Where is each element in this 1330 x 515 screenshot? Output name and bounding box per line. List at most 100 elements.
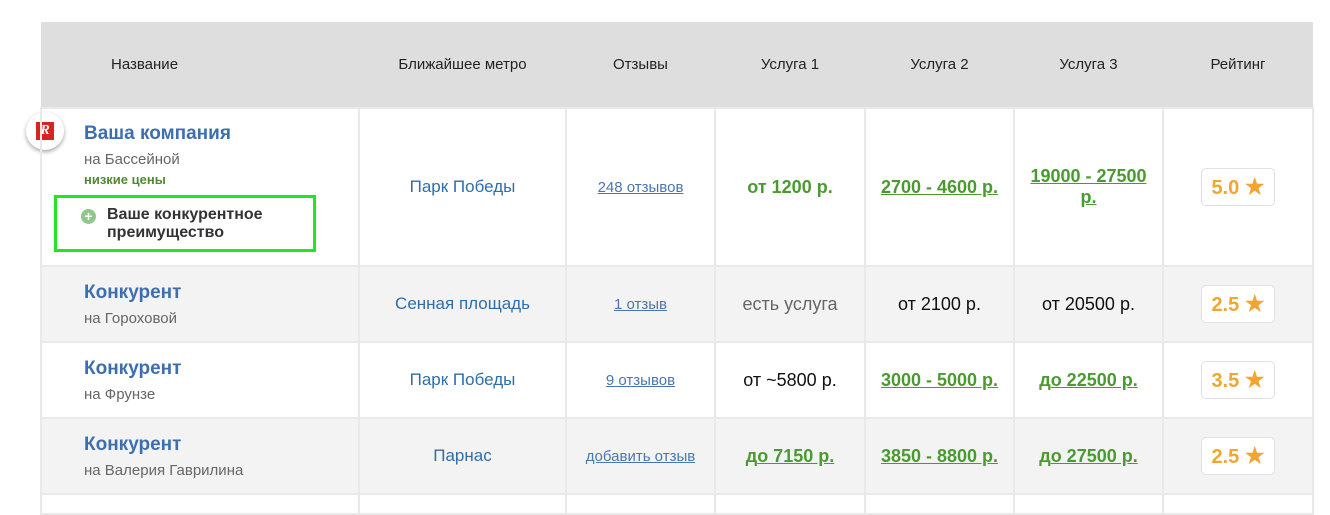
reviews-cell: добавить отзыв: [565, 417, 716, 495]
price-text: о 7150 р.: [757, 445, 835, 466]
table-row: Конкурент на Фрунзе Парк Победы 9 отзыво…: [40, 341, 1314, 419]
service-1-price[interactable]: до 7150 р.: [746, 446, 834, 466]
star-icon: ★: [1244, 174, 1265, 199]
rating-badge: 2.5 ★: [1201, 437, 1275, 475]
header-reviews: Отзывы: [566, 22, 715, 108]
service-2-cell: 3000 - 5000 р.: [864, 341, 1015, 419]
company-cell: Конкурент на Фрунзе: [40, 341, 360, 419]
reviews-link[interactable]: добавить отзыв: [585, 448, 696, 465]
service-2-price[interactable]: 3850 - 8800 р.: [881, 446, 998, 466]
reviews-cell: 248 отзывов: [565, 107, 716, 267]
header-name: Название: [41, 22, 359, 108]
price-text: 19000 - 27500 р.: [1030, 166, 1147, 207]
price-text: 3000 - 5000 р.: [880, 369, 999, 390]
service-1-cell: есть услуга: [714, 265, 866, 343]
service-3-cell: от 20500 р.: [1013, 265, 1164, 343]
plus-circle-icon: +: [81, 208, 96, 224]
header-service-3: Услуга 3: [1014, 22, 1163, 108]
service-1-cell: от ~5800 р.: [714, 341, 866, 419]
rating-value: 5.0: [1211, 177, 1240, 199]
star-icon: ★: [1244, 367, 1265, 392]
service-3-price[interactable]: до 27500 р.: [1039, 446, 1137, 466]
price-prefix: д: [745, 445, 758, 466]
reviews-link[interactable]: 1 отзыв: [613, 296, 668, 313]
price-text: есть услуга: [742, 293, 838, 314]
service-3-price: от 20500 р.: [1042, 294, 1135, 314]
company-tag: низкие цены: [84, 171, 166, 187]
metro-link[interactable]: Сенная площадь: [395, 294, 530, 313]
table-header: Название Ближайшее метро Отзывы Услуга 1…: [41, 22, 1313, 108]
table-row: Конкурент на Гороховой Сенная площадь 1 …: [40, 265, 1314, 343]
reviews-cell: 9 отзывов: [565, 341, 716, 419]
company-name-link[interactable]: Конкурент: [84, 281, 182, 303]
price-text: 2700 - 4600 р.: [880, 176, 999, 197]
price-prefix: д: [1039, 445, 1051, 466]
header-metro: Ближайшее метро: [359, 22, 566, 108]
price-text: о 22500 р.: [1050, 369, 1138, 390]
rating-badge: 5.0 ★: [1201, 168, 1275, 206]
rating-badge: 3.5 ★: [1201, 361, 1275, 399]
service-1-cell: до 7150 р.: [714, 417, 866, 495]
rating-value: 2.5: [1211, 294, 1240, 316]
star-icon: ★: [1244, 443, 1265, 468]
rating-value: 3.5: [1211, 370, 1240, 392]
service-1-price: есть услуга: [742, 294, 837, 314]
service-2-cell: от 2100 р.: [864, 265, 1015, 343]
price-text: 3850 - 8800 р.: [880, 445, 999, 466]
reviews-link[interactable]: 248 отзывов: [597, 179, 684, 196]
header-rating: Рейтинг: [1163, 22, 1313, 108]
company-cell: Конкурент на Гороховой: [40, 265, 360, 343]
service-2-price[interactable]: 3000 - 5000 р.: [881, 370, 998, 390]
service-3-price[interactable]: до 22500 р.: [1039, 370, 1137, 390]
company-address: на Фрунзе: [84, 385, 156, 403]
rating-cell: 2.5 ★: [1162, 417, 1314, 495]
star-icon: ★: [1244, 291, 1265, 316]
rating-value: 2.5: [1211, 446, 1240, 468]
rating-cell: 2.5 ★: [1162, 265, 1314, 343]
rating-cell: 3.5 ★: [1162, 341, 1314, 419]
service-2-price: от 2100 р.: [898, 294, 981, 314]
rating-cell: 5.0 ★: [1162, 107, 1314, 267]
table-row: Конкурент на Валерия Гаврилина Парнас до…: [40, 417, 1314, 495]
service-3-price[interactable]: 19000 - 27500 р.: [1030, 166, 1146, 207]
advantage-box: + Ваше конкурентное преимущество: [54, 194, 316, 252]
comparison-table: Название Ближайшее метро Отзывы Услуга 1…: [40, 22, 1314, 515]
metro-link[interactable]: Парк Победы: [409, 177, 516, 196]
price-text: от 2100 р.: [898, 293, 981, 314]
metro-link[interactable]: Парк Победы: [409, 370, 516, 389]
table-row: Ваша компания на Бассейной низкие цены + Ва…: [40, 107, 1314, 267]
price-text: от 1200 р.: [747, 176, 833, 197]
company-cell: Ваша компания на Бассейной низкие цены + Ва…: [40, 107, 360, 267]
price-text: от ~5800 р.: [743, 369, 837, 390]
price-prefix: д: [1039, 369, 1051, 390]
company-cell: Конкурент на Валерия Гаврилина: [40, 417, 360, 495]
rating-badge: 2.5 ★: [1201, 285, 1275, 323]
reviews-link[interactable]: 9 отзывов: [605, 372, 676, 389]
company-address: на Гороховой: [84, 309, 177, 327]
company-name-link[interactable]: Ваша компания: [84, 122, 231, 144]
table-row: [40, 493, 1314, 515]
header-service-2: Услуга 2: [865, 22, 1014, 108]
service-1-price: от 1200 р.: [747, 177, 832, 197]
service-3-cell: до 22500 р.: [1013, 341, 1164, 419]
metro-cell: Парк Победы: [358, 341, 567, 419]
price-text: от 20500 р.: [1042, 293, 1135, 314]
service-2-cell: 2700 - 4600 р.: [864, 107, 1015, 267]
metro-cell: Парнас: [358, 417, 567, 495]
service-1-price: от ~5800 р.: [743, 370, 836, 390]
metro-link[interactable]: Парнас: [433, 446, 492, 465]
advantage-text: Ваше конкурентное преимущество: [107, 205, 263, 241]
header-service-1: Услуга 1: [715, 22, 865, 108]
service-3-cell: 19000 - 27500 р.: [1013, 107, 1164, 267]
reviews-cell: 1 отзыв: [565, 265, 716, 343]
service-2-cell: 3850 - 8800 р.: [864, 417, 1015, 495]
service-2-price[interactable]: 2700 - 4600 р.: [881, 177, 998, 197]
price-text: о 27500 р.: [1050, 445, 1138, 466]
company-address: на Бассейной: [84, 150, 180, 168]
company-name-link[interactable]: Конкурент: [84, 433, 182, 455]
service-3-cell: до 27500 р.: [1013, 417, 1164, 495]
company-name-link[interactable]: Конкурент: [84, 357, 182, 379]
company-address: на Валерия Гаврилина: [84, 461, 244, 479]
metro-cell: Парк Победы: [358, 107, 567, 267]
metro-cell: Сенная площадь: [358, 265, 567, 343]
